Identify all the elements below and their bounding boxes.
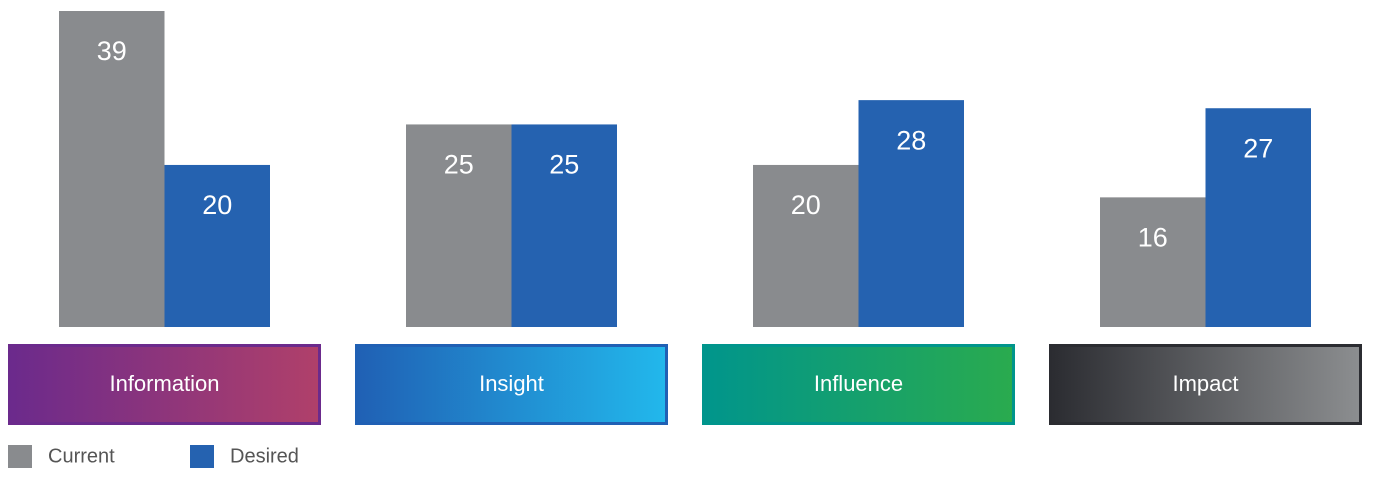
bar bbox=[59, 11, 165, 327]
category-label: Insight bbox=[479, 371, 544, 396]
bar bbox=[406, 124, 512, 327]
category-label: Influence bbox=[814, 371, 903, 396]
data-label: 25 bbox=[549, 150, 579, 180]
data-label: 20 bbox=[791, 190, 821, 220]
category-box bbox=[8, 344, 321, 425]
bar bbox=[1100, 197, 1206, 327]
data-label: 16 bbox=[1138, 222, 1168, 252]
category-label: Information bbox=[109, 371, 219, 396]
category-box bbox=[1049, 344, 1362, 425]
legend-swatch bbox=[8, 445, 32, 468]
data-label: 20 bbox=[202, 190, 232, 220]
bar bbox=[753, 164, 859, 327]
data-label: 25 bbox=[444, 150, 474, 180]
bar bbox=[164, 164, 270, 327]
category-box bbox=[355, 344, 668, 425]
category-box bbox=[702, 344, 1015, 425]
data-label: 39 bbox=[97, 36, 127, 66]
bar bbox=[858, 100, 964, 327]
data-label: 27 bbox=[1243, 133, 1273, 163]
legend-label: Current bbox=[48, 445, 115, 467]
legend-label: Desired bbox=[230, 445, 299, 467]
bar bbox=[511, 124, 617, 327]
bar bbox=[1205, 108, 1311, 327]
data-label: 28 bbox=[896, 125, 926, 155]
category-label: Impact bbox=[1172, 371, 1238, 396]
legend-swatch bbox=[190, 445, 214, 468]
